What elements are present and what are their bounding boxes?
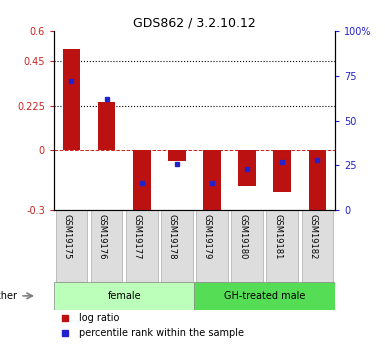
FancyBboxPatch shape	[196, 210, 228, 282]
Bar	[238, 150, 256, 186]
FancyBboxPatch shape	[126, 210, 157, 282]
Text: percentile rank within the sample: percentile rank within the sample	[79, 328, 244, 338]
FancyBboxPatch shape	[91, 210, 122, 282]
Text: log ratio: log ratio	[79, 313, 120, 323]
Bar	[309, 150, 326, 216]
Bar	[98, 102, 116, 150]
Bar	[133, 150, 151, 212]
Bar	[168, 150, 186, 161]
Text: other: other	[0, 291, 17, 301]
FancyBboxPatch shape	[266, 210, 298, 282]
FancyBboxPatch shape	[161, 210, 192, 282]
Text: GSM19177: GSM19177	[133, 214, 142, 259]
Text: GSM19175: GSM19175	[62, 214, 72, 259]
FancyBboxPatch shape	[301, 210, 333, 282]
Text: GSM19180: GSM19180	[238, 214, 247, 259]
Text: GSM19181: GSM19181	[273, 214, 282, 259]
FancyBboxPatch shape	[194, 282, 335, 310]
Bar	[63, 49, 80, 150]
Text: GSM19178: GSM19178	[168, 214, 177, 259]
FancyBboxPatch shape	[56, 210, 87, 282]
FancyBboxPatch shape	[54, 282, 194, 310]
Bar	[203, 150, 221, 223]
Text: GSM19176: GSM19176	[97, 214, 107, 259]
Text: female: female	[107, 291, 141, 301]
Text: GSM19182: GSM19182	[308, 214, 317, 259]
Text: GH-treated male: GH-treated male	[224, 291, 305, 301]
Title: GDS862 / 3.2.10.12: GDS862 / 3.2.10.12	[133, 17, 256, 30]
Text: GSM19179: GSM19179	[203, 214, 212, 259]
Bar	[273, 150, 291, 192]
FancyBboxPatch shape	[231, 210, 263, 282]
